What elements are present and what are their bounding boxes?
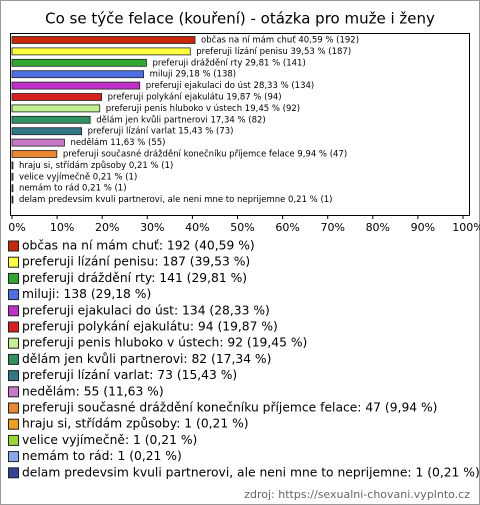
bar <box>11 93 103 101</box>
bar <box>11 172 14 181</box>
bar <box>11 47 191 56</box>
legend-label: velice vyjímečně: 1 (0,21 %) <box>22 433 197 447</box>
legend-swatch <box>8 353 19 365</box>
value-label: preferuji dráždění rty 29,81 % (141) <box>152 58 305 68</box>
legend-label: preferuji lízání penisu: 187 (39,53 %) <box>22 255 250 269</box>
legend-label: nedělám: 55 (11,63 %) <box>22 384 164 398</box>
legend-label: miluji: 138 (29,18 %) <box>22 287 151 301</box>
legend-swatch <box>8 240 19 252</box>
x-tick-label: 10% <box>50 221 74 234</box>
legend-label: preferuji polykání ejakulátu: 94 (19,87 … <box>22 320 278 334</box>
value-label: miluji 29,18 % (138) <box>150 70 237 80</box>
legend-label: delam predevsim kvuli partnerovi, ale ne… <box>22 465 480 479</box>
bar <box>11 138 65 147</box>
legend-swatch <box>8 305 19 317</box>
value-label: občas na ní mám chuť 40,59 % (192) <box>201 35 359 46</box>
legend-label: preferuji ejakulaci do úst: 134 (28,33 %… <box>22 303 270 317</box>
value-label: nedělám 11,63 % (55) <box>70 138 165 148</box>
value-label: nemám to rád 0,21 % (1) <box>19 184 127 194</box>
value-label: delam predevsim kvuli partnerovi, ale ne… <box>19 195 333 205</box>
legend-swatch <box>8 434 19 446</box>
x-tick-label: 60% <box>275 221 299 234</box>
chart-title: Co se týče felace (kouření) - otázka pro… <box>45 10 435 28</box>
x-tick-label: 0% <box>8 221 25 234</box>
x-tick-label: 70% <box>320 221 344 234</box>
value-label: preferuji současné dráždění konečníku př… <box>63 149 347 160</box>
legend-label: dělám jen kvůli partnerovi: 82 (17,34 %) <box>22 352 271 366</box>
legend-swatch <box>8 337 19 349</box>
x-tick-label: 80% <box>366 221 390 234</box>
legend-swatch <box>8 272 19 284</box>
source: zdroj: https://sexualni-chovani.vyplnto.… <box>244 488 470 501</box>
bar <box>11 36 196 44</box>
value-label: hraju si, střídám způsoby 0,21 % (1) <box>19 160 173 171</box>
x-tick-label: 50% <box>230 221 254 234</box>
bar <box>11 150 58 158</box>
x-tick-label: 20% <box>95 221 119 234</box>
bar <box>11 115 91 124</box>
value-label: preferuji polykání ejakulátu 19,87 % (94… <box>108 93 282 103</box>
bar <box>11 184 14 193</box>
legend-swatch <box>8 289 19 301</box>
legend-swatch <box>8 402 19 414</box>
legend-label: nemám to rád: 1 (0,21 %) <box>22 449 182 463</box>
x-tick-label: 30% <box>140 221 164 234</box>
legend-label: preferuji dráždění rty: 141 (29,81 %) <box>22 271 247 285</box>
value-label: preferuji penis hluboko v ústech 19,45 %… <box>106 104 300 114</box>
legend-label: preferuji lízání varlat: 73 (15,43 %) <box>22 368 237 382</box>
legend-label: preferuji současné dráždění konečníku př… <box>22 401 437 415</box>
bar <box>11 195 14 204</box>
bar <box>11 81 141 90</box>
bar <box>11 58 147 67</box>
legend-swatch <box>8 386 19 398</box>
legend-swatch <box>8 467 19 479</box>
value-label: velice vyjímečně 0,21 % (1) <box>19 171 137 182</box>
value-label: preferuji ejakulaci do úst 28,33 % (134) <box>146 81 314 91</box>
bar <box>11 104 101 113</box>
legend-swatch <box>8 256 19 268</box>
bar <box>11 161 14 170</box>
value-label: dělám jen kvůli partnerovi 17,34 % (82) <box>96 114 266 125</box>
x-tick-label: 90% <box>411 221 435 234</box>
bar <box>11 127 82 136</box>
legend-swatch <box>8 321 19 333</box>
legend-label: preferuji penis hluboko v ústech: 92 (19… <box>22 336 307 350</box>
value-label: preferuji lízání penisu 39,53 % (187) <box>196 47 351 57</box>
legend-label: občas na ní mám chuť: 192 (40,59 %) <box>22 239 255 253</box>
legend-swatch <box>8 451 19 463</box>
x-tick-label: 40% <box>185 221 209 234</box>
legend-swatch <box>8 418 19 430</box>
x-tick-label: 100% <box>452 221 480 234</box>
value-label: preferuji lízání varlat 15,43 % (73) <box>88 127 234 137</box>
bar <box>11 70 145 79</box>
legend-swatch <box>8 370 19 382</box>
legend-label: hraju si, střídám způsoby: 1 (0,21 %) <box>22 417 249 431</box>
